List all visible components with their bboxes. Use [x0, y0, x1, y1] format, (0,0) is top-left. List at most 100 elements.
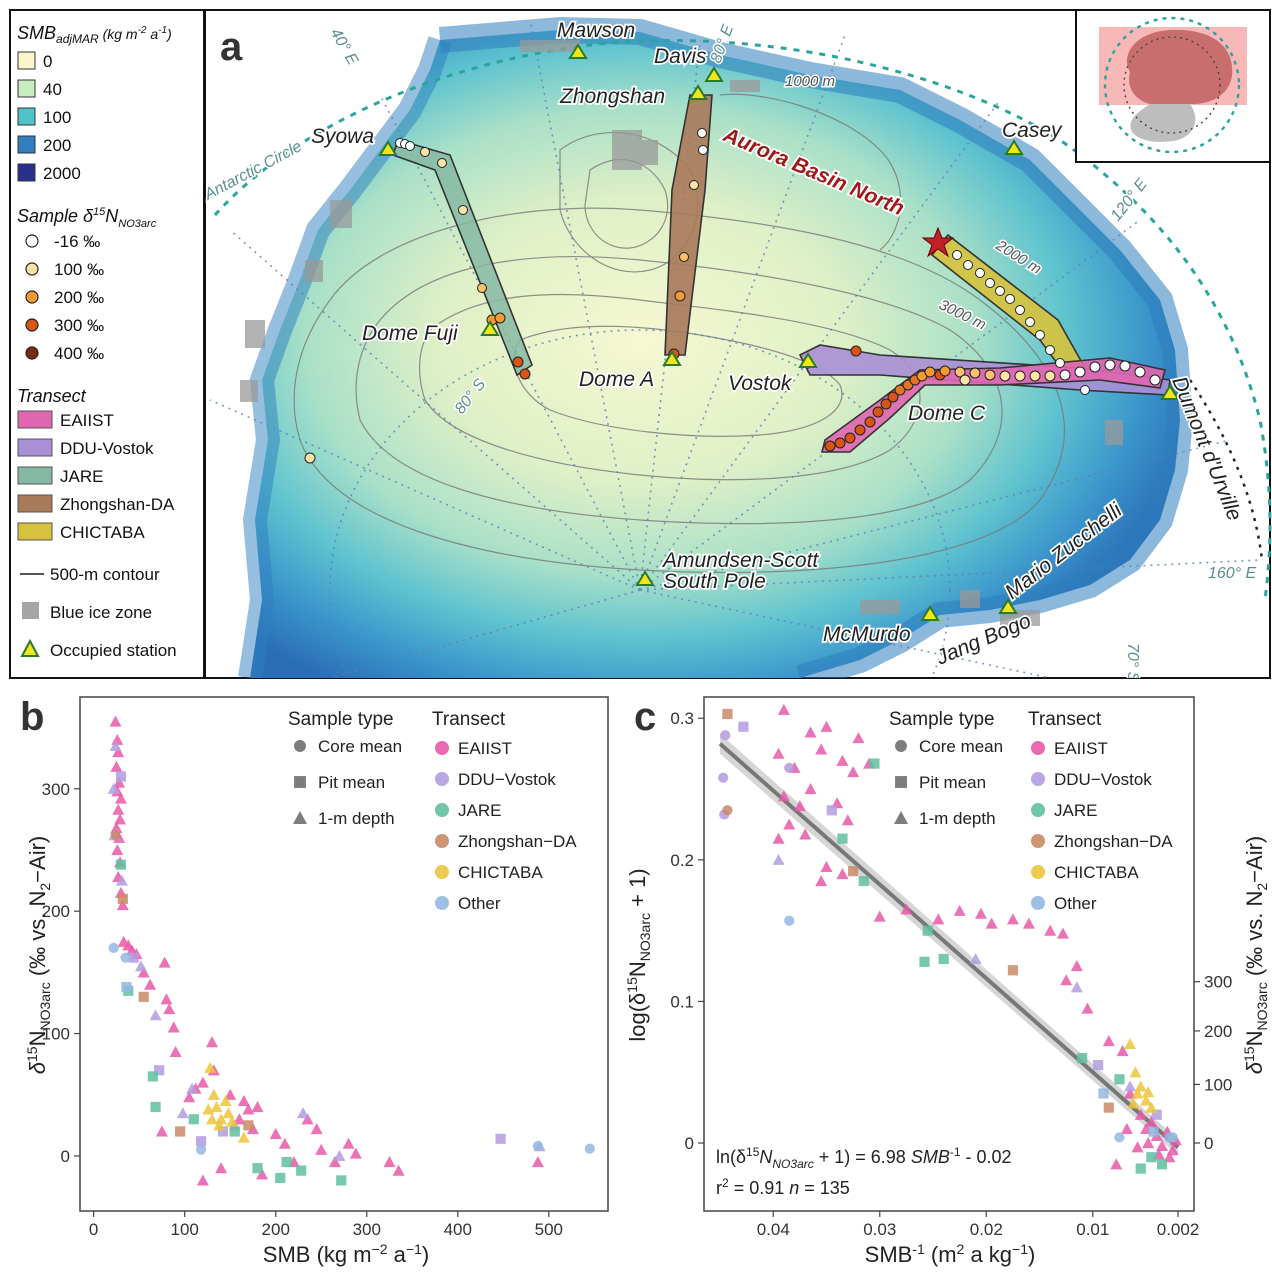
data-point-triangle	[110, 760, 123, 772]
data-point-triangle	[169, 1045, 182, 1058]
data-point-triangle	[1156, 1139, 1169, 1151]
data-point-triangle	[836, 867, 849, 880]
data-point-triangle	[222, 1107, 235, 1119]
data-point-triangle	[820, 720, 833, 732]
x-tick-label: 0.01	[1076, 1220, 1109, 1239]
data-point-square	[243, 1120, 254, 1131]
legend-transect-name: EAIIST	[1054, 739, 1108, 758]
data-point-square	[837, 833, 848, 844]
inset-map	[1075, 9, 1271, 163]
panel-c-legend-transect-title: Transect	[1028, 709, 1102, 730]
data-point-triangle	[1145, 1115, 1158, 1127]
data-point-triangle	[114, 792, 127, 804]
x-tick-label: 0.002	[1157, 1220, 1200, 1239]
panel-c-axes: 0.04 0.03 0.02 0.01 0.002 0 0.1 0.2 0.3 0 100 200 30…	[670, 709, 1232, 1239]
data-point-triangle	[772, 747, 785, 759]
data-point-square	[858, 875, 869, 887]
data-point-circle	[584, 1143, 595, 1154]
y-tick-label: 200	[42, 902, 70, 921]
label-dome-c: Dome C	[908, 402, 986, 425]
data-point-circle	[718, 772, 729, 783]
data-point-square	[1151, 1109, 1162, 1120]
label-south-pole-2: South Pole	[663, 570, 766, 593]
transect-swatch	[17, 522, 53, 541]
ice-sheet	[250, 30, 1180, 678]
data-point-triangle	[112, 746, 125, 758]
data-point-square	[738, 721, 749, 732]
data-point-triangle	[111, 843, 124, 856]
data-point-triangle	[799, 828, 812, 840]
data-point-triangle	[163, 1003, 176, 1015]
data-point-square	[117, 893, 128, 905]
data-point-triangle	[109, 715, 122, 727]
data-point-square	[1093, 1060, 1104, 1071]
transect-legend-title: Transect	[17, 386, 87, 406]
data-point-square	[138, 991, 149, 1002]
panel-b-plot: 0 100 200 300 400 500 0 100 200 300 SMB (kg m−2 a…	[24, 696, 609, 1267]
data-point-triangle	[196, 1174, 209, 1186]
sample-dot-swatch	[25, 234, 39, 248]
y-right-tick-label: 100	[1204, 1075, 1232, 1094]
data-point-triangle	[953, 904, 966, 916]
panel-b-legend-sample-title: Sample type	[288, 709, 394, 730]
data-point-triangle	[237, 1131, 250, 1143]
data-point-triangle	[210, 1100, 223, 1113]
data-point-square	[1098, 1088, 1109, 1099]
y-tick-label: 0.3	[670, 709, 694, 728]
legend-transect-name: CHICTABA	[1054, 863, 1139, 882]
data-point-triangle	[109, 739, 122, 752]
panel-c-plot: 0.04 0.03 0.02 0.01 0.002 0 0.1 0.2 0.3 0 100 200 30…	[624, 696, 1270, 1267]
data-point-square	[128, 952, 139, 963]
data-point-square	[1077, 1052, 1088, 1064]
data-point-square	[150, 1101, 161, 1113]
data-point-square	[252, 1163, 263, 1174]
data-point-square	[1135, 1163, 1146, 1174]
aurora-basin-north-star	[921, 226, 955, 258]
antarctic-circle	[213, 38, 1272, 601]
x-tick-label: 0.03	[863, 1220, 896, 1239]
data-point-square	[115, 771, 127, 782]
data-point-triangle	[1081, 1002, 1094, 1014]
data-point-triangle	[772, 832, 785, 844]
data-point-square	[275, 1172, 286, 1184]
transect-label: CHICTABA	[60, 523, 145, 542]
transect-swatch	[17, 410, 53, 429]
label-vostok: Vostok	[728, 372, 793, 395]
data-point-triangle	[777, 703, 790, 715]
x-tick-label: 0.02	[970, 1220, 1003, 1239]
transect-legend-items: EAIIST DDU-Vostok JARE Zhongshan-DA CHICTABA	[17, 410, 175, 542]
y-tick-label: 0	[685, 1134, 694, 1153]
data-point-triangle	[1102, 1035, 1115, 1047]
data-point-triangle	[213, 1119, 226, 1131]
x-tick-label: 0	[89, 1220, 98, 1239]
sample-dot-swatch	[25, 262, 39, 276]
graticule	[209, 19, 1261, 678]
legend-transect-dot	[1031, 772, 1045, 786]
legend-sample-type: Pit mean	[318, 773, 385, 792]
legend-transect-dot	[435, 896, 449, 910]
x-tick-label: 0.04	[757, 1220, 790, 1239]
y-right-tick-label: 0	[1204, 1134, 1213, 1153]
data-point-triangle	[815, 743, 828, 755]
data-point-triangle	[974, 907, 987, 919]
data-point-triangle	[155, 1125, 168, 1137]
transect-label: JARE	[60, 467, 103, 486]
data-point-square	[1007, 965, 1019, 976]
panel-c-points	[718, 703, 1182, 1174]
panel-c-ylabel-right: δ15NNO3arc (‰ vs. N2−Air)	[1241, 836, 1270, 1074]
data-point-triangle	[113, 776, 126, 788]
data-point-triangle	[207, 1088, 220, 1100]
panel-b-legend: Sample type Transect Core mean Pit mean 1-…	[288, 709, 577, 913]
legend-transect-name: CHICTABA	[458, 863, 543, 882]
legend-transect-dot	[435, 741, 449, 755]
smb-swatch	[17, 79, 36, 98]
legend-transect-name: JARE	[1054, 801, 1097, 820]
data-point-triangle	[900, 903, 913, 915]
data-point-triangle	[116, 899, 129, 911]
data-point-triangle	[107, 782, 120, 794]
data-point-triangle	[793, 800, 806, 812]
blue-ice-legend-label: Blue ice zone	[50, 603, 152, 622]
data-point-triangle	[1044, 924, 1057, 936]
data-point-triangle	[185, 1082, 198, 1094]
contour-legend-label: 500-m contour	[50, 565, 160, 584]
